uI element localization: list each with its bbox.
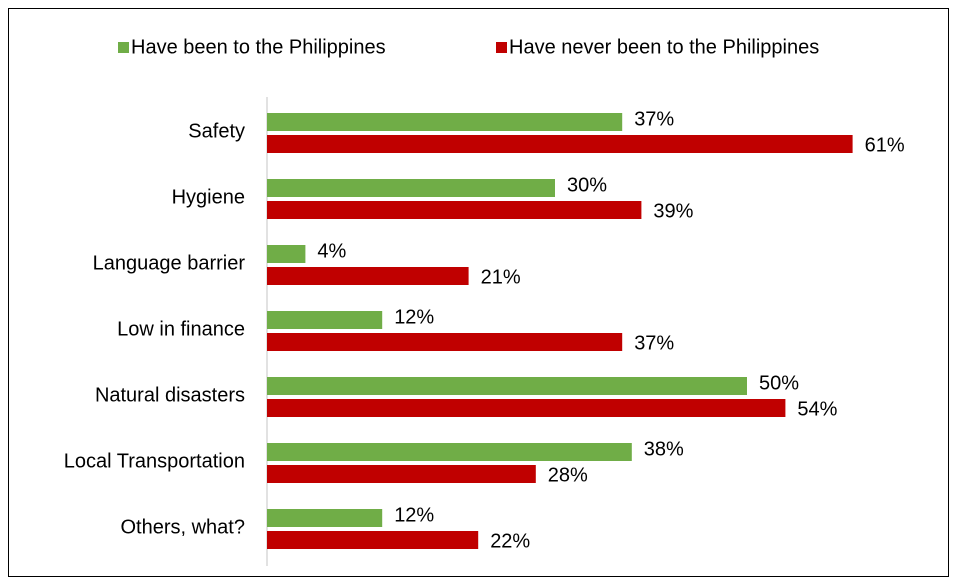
value-label: 50% bbox=[759, 372, 799, 394]
bar bbox=[267, 113, 623, 131]
chart-border bbox=[8, 8, 949, 577]
legend-swatch bbox=[496, 42, 507, 53]
bar bbox=[267, 465, 536, 483]
bar bbox=[267, 531, 479, 549]
value-label: 54% bbox=[797, 398, 837, 420]
category-label: Safety bbox=[188, 120, 245, 142]
legend-label: Have never been to the Philippines bbox=[509, 36, 819, 58]
value-label: 12% bbox=[394, 306, 434, 328]
value-label: 22% bbox=[490, 530, 530, 552]
value-label: 38% bbox=[644, 438, 684, 460]
bar bbox=[267, 399, 786, 417]
value-label: 21% bbox=[481, 266, 521, 288]
value-label: 30% bbox=[567, 174, 607, 196]
category-label: Others, what? bbox=[120, 516, 245, 538]
category-label: Hygiene bbox=[172, 186, 245, 208]
value-label: 28% bbox=[548, 464, 588, 486]
value-label: 37% bbox=[634, 108, 674, 130]
value-label: 61% bbox=[865, 134, 905, 156]
bar bbox=[267, 179, 555, 197]
value-label: 39% bbox=[653, 200, 693, 222]
bar bbox=[267, 267, 469, 285]
value-label: 12% bbox=[394, 504, 434, 526]
legend-label: Have been to the Philippines bbox=[131, 36, 386, 58]
bar bbox=[267, 201, 642, 219]
category-label: Natural disasters bbox=[95, 384, 245, 406]
bar bbox=[267, 377, 747, 395]
category-label: Local Transportation bbox=[64, 450, 245, 472]
bar bbox=[267, 311, 383, 329]
bar bbox=[267, 509, 383, 527]
bar bbox=[267, 443, 632, 461]
value-label: 37% bbox=[634, 332, 674, 354]
category-label: Language barrier bbox=[93, 252, 246, 274]
value-label: 4% bbox=[317, 240, 346, 262]
legend-swatch bbox=[118, 42, 129, 53]
bar bbox=[267, 333, 623, 351]
bar bbox=[267, 135, 853, 153]
bar bbox=[267, 245, 306, 263]
category-label: Low in finance bbox=[117, 318, 245, 340]
